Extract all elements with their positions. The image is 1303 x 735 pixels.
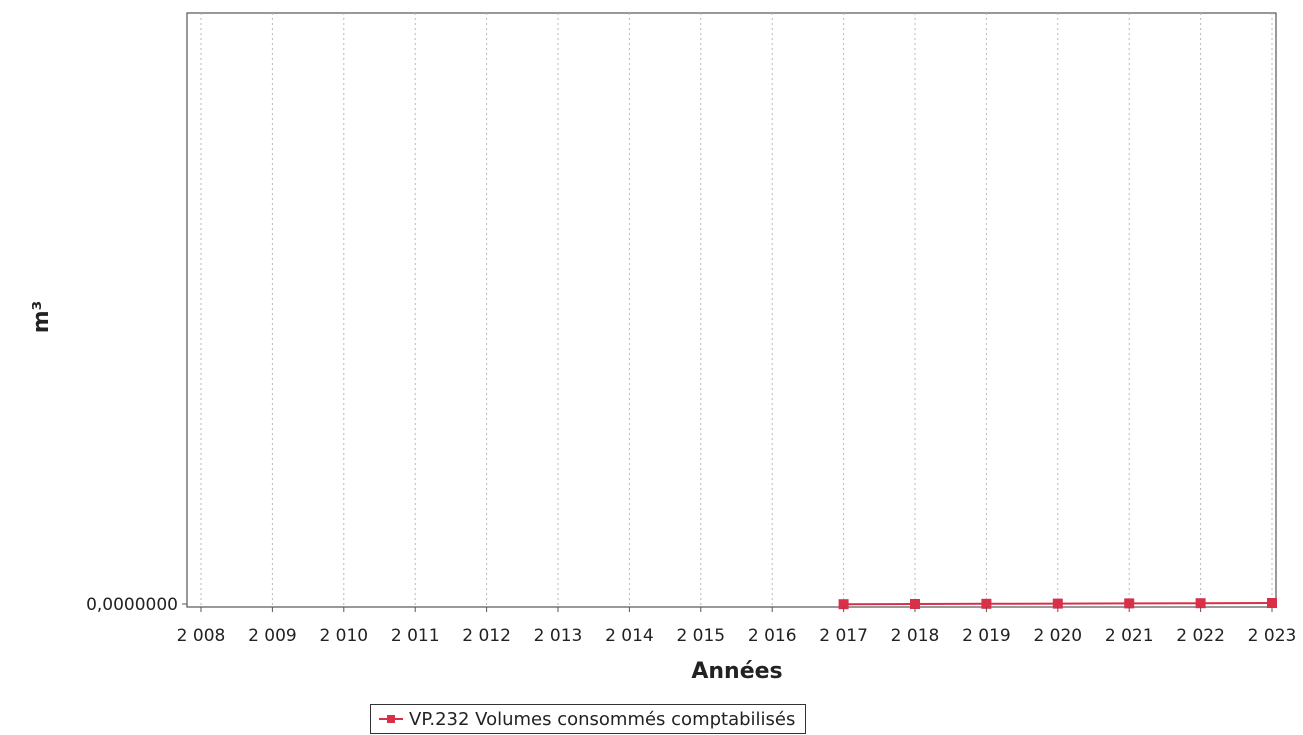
x-tick-label: 2 020 bbox=[1033, 626, 1082, 646]
x-tick-label: 2 009 bbox=[248, 626, 297, 646]
x-tick-label: 2 016 bbox=[748, 626, 797, 646]
data-point bbox=[1195, 598, 1206, 609]
x-tick-label: 2 018 bbox=[891, 626, 940, 646]
y-tick-labels: 0,0000000 bbox=[86, 595, 187, 615]
x-tick-label: 2 014 bbox=[605, 626, 654, 646]
plot-area bbox=[186, 12, 1277, 608]
series-layer bbox=[838, 598, 1277, 610]
x-tick-label: 2 013 bbox=[534, 626, 583, 646]
y-axis-title: m³ bbox=[29, 301, 54, 334]
legend: VP.232 Volumes consommés comptabilisés bbox=[370, 704, 807, 734]
x-axis-title: Années bbox=[691, 659, 782, 684]
data-point bbox=[1267, 598, 1277, 608]
data-point bbox=[1052, 598, 1063, 609]
data-point bbox=[1124, 598, 1135, 609]
legend-label: VP.232 Volumes consommés comptabilisés bbox=[409, 708, 796, 730]
grid-lines bbox=[200, 13, 1273, 607]
x-tick-label: 2 022 bbox=[1176, 626, 1225, 646]
x-tick-label: 2 021 bbox=[1105, 626, 1154, 646]
x-tick-labels: 2 008 2 009 2 010 2 011 2 012 2 013 2 014 2 015… bbox=[177, 607, 1297, 646]
data-point bbox=[838, 599, 849, 610]
legend-marker bbox=[387, 715, 395, 723]
x-tick-label: 2 019 bbox=[962, 626, 1011, 646]
data-point bbox=[910, 599, 920, 609]
x-tick-label: 2 010 bbox=[319, 626, 368, 646]
x-tick-label: 2 017 bbox=[819, 626, 868, 646]
x-tick-label: 2 011 bbox=[391, 626, 440, 646]
x-tick-label: 2 015 bbox=[676, 626, 725, 646]
x-tick-label: 2 008 bbox=[177, 626, 226, 646]
data-point bbox=[981, 598, 992, 609]
y-tick-label: 0,0000000 bbox=[86, 595, 178, 615]
x-tick-label: 2 023 bbox=[1248, 626, 1297, 646]
legend-swatch bbox=[379, 712, 403, 726]
x-tick-label: 2 012 bbox=[462, 626, 511, 646]
